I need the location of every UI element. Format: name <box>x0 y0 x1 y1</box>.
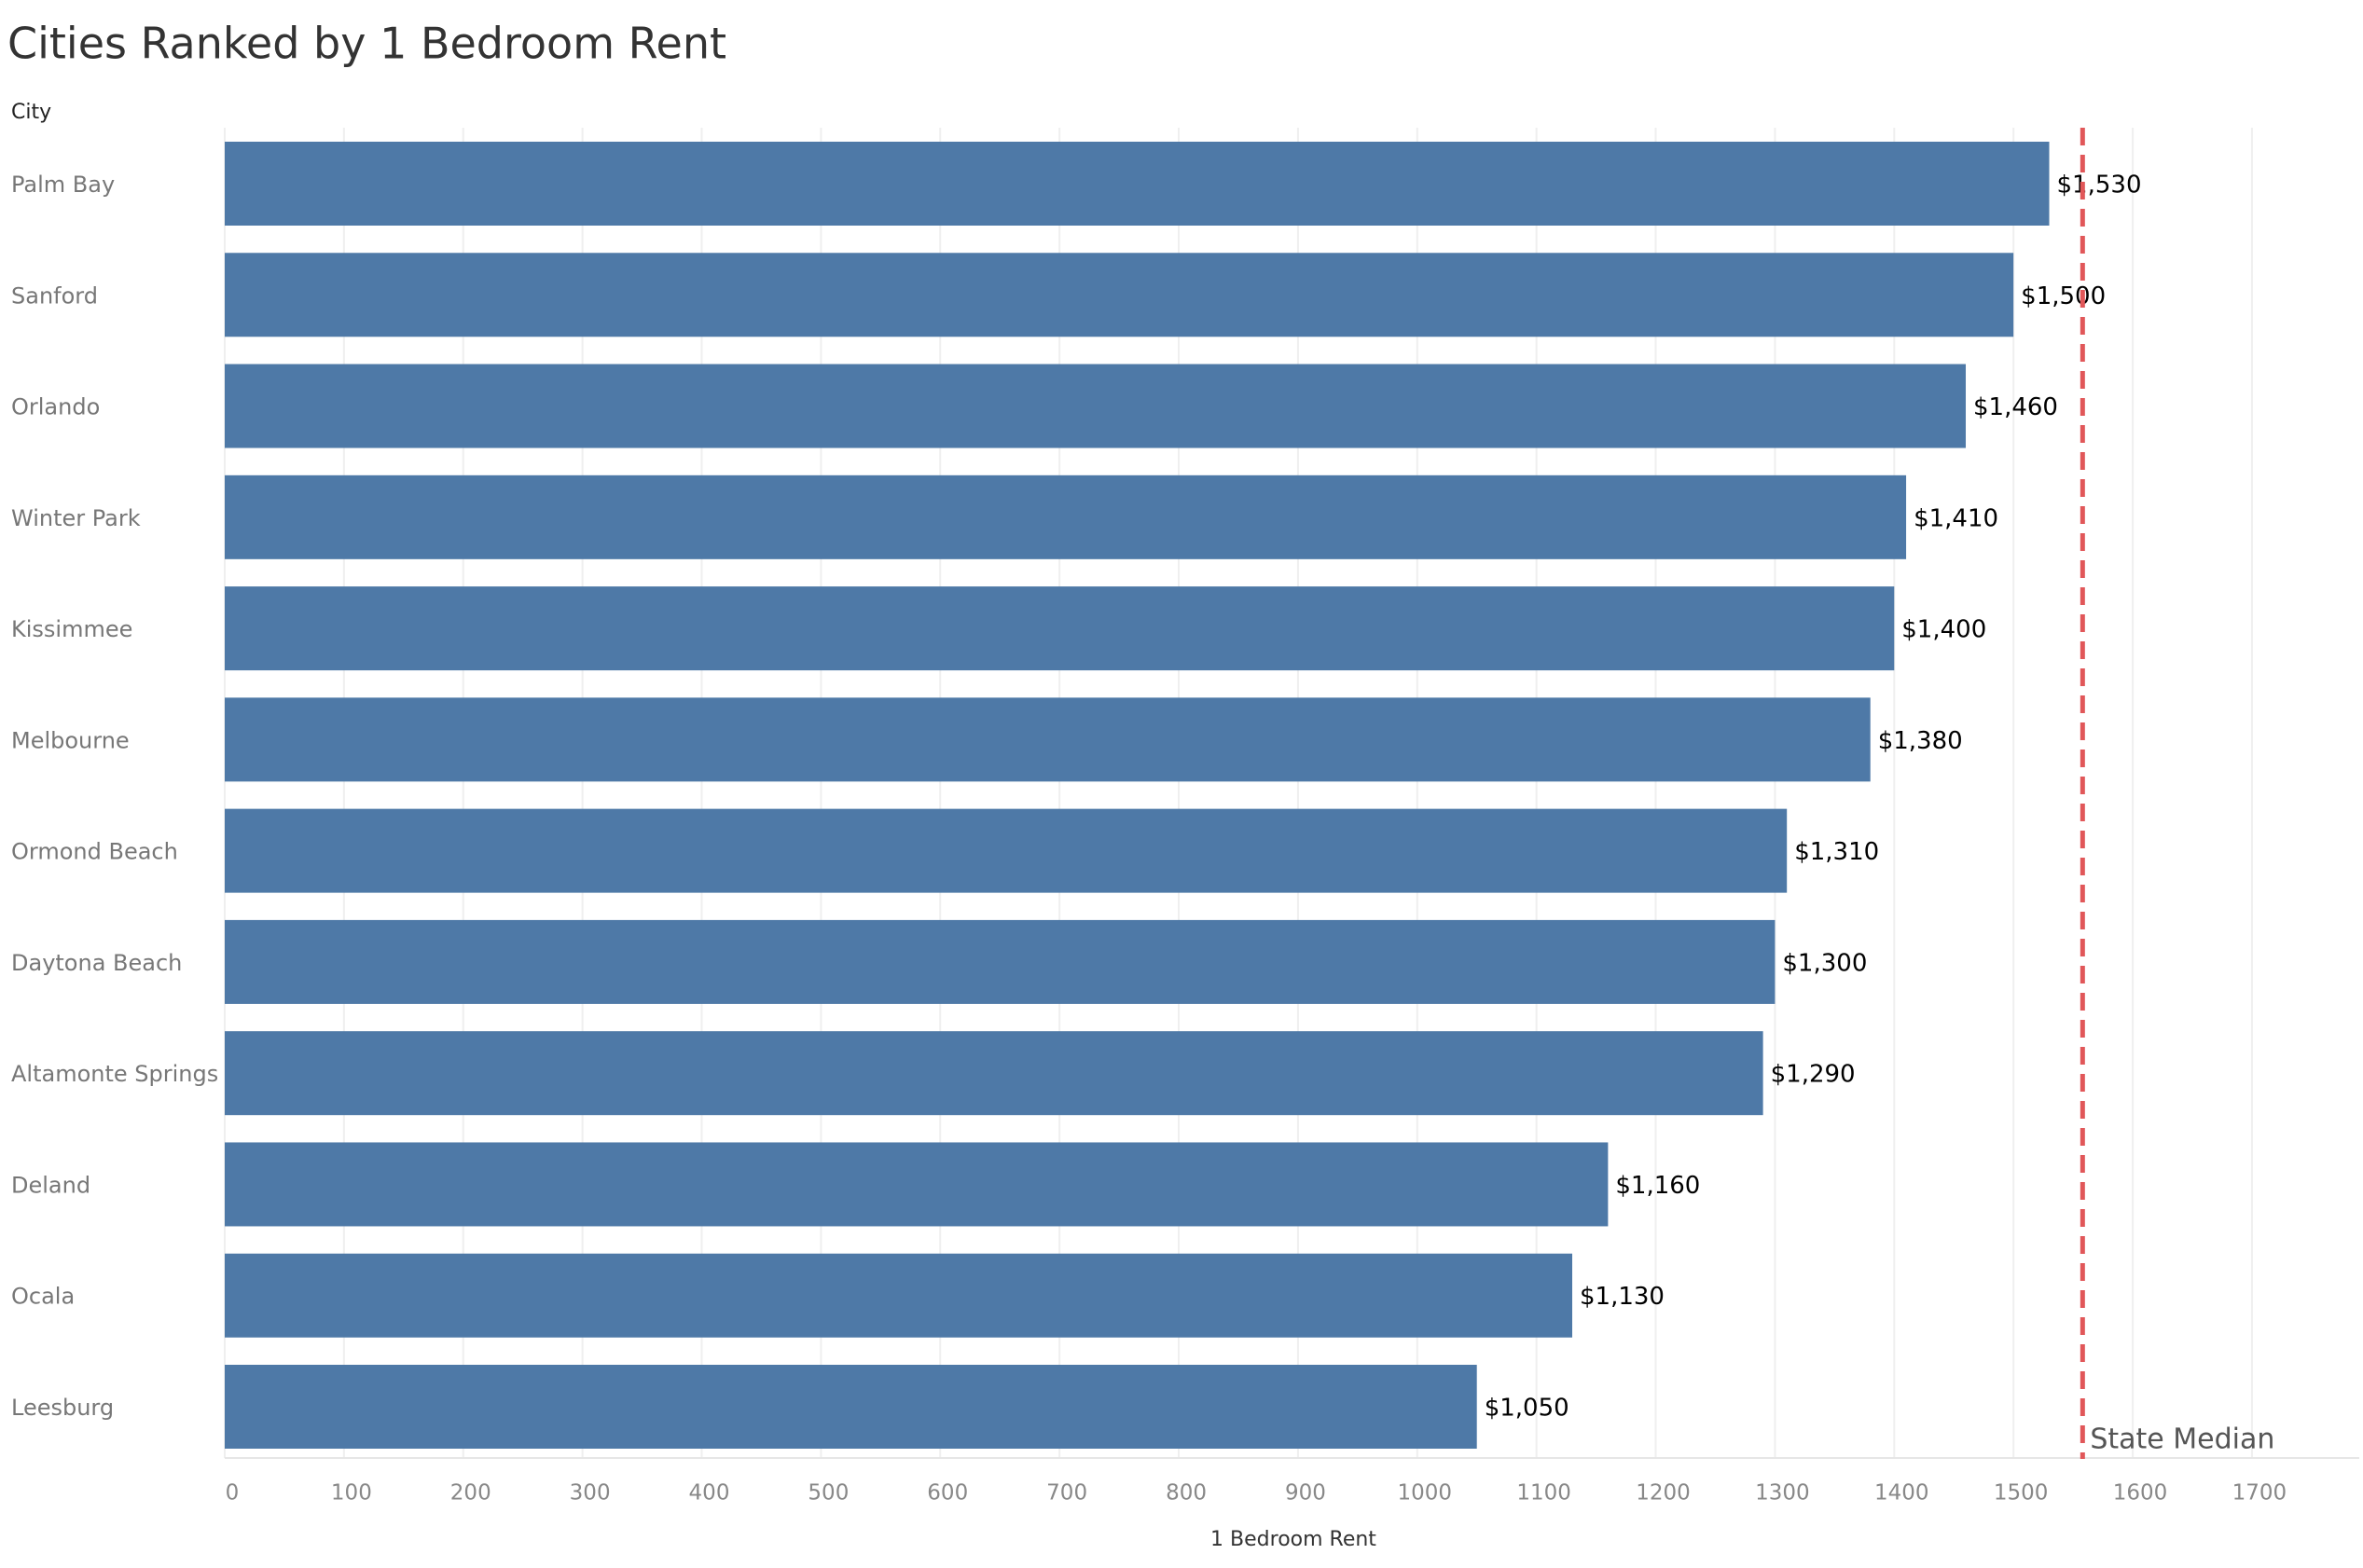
x-tick-label: 1000 <box>1397 1481 1452 1506</box>
x-axis-label: 1 Bedroom Rent <box>1210 1528 1376 1551</box>
value-label: $1,500 <box>2021 282 2106 310</box>
bar <box>225 586 1895 671</box>
y-tick-label: Melbourne <box>11 727 130 753</box>
x-tick-label: 700 <box>1046 1481 1087 1506</box>
x-tick-label: 600 <box>927 1481 968 1506</box>
x-tick-label: 900 <box>1285 1481 1326 1506</box>
x-tick-label: 1100 <box>1516 1481 1571 1506</box>
y-tick-label: Ocala <box>11 1284 75 1310</box>
y-tick-label: Kissimmee <box>11 616 132 642</box>
bar <box>225 1142 1609 1227</box>
value-label: $1,400 <box>1901 616 1986 644</box>
value-label: $1,380 <box>1878 727 1963 755</box>
y-axis-label: City <box>11 101 51 124</box>
y-tick-label: Deland <box>11 1172 90 1198</box>
chart-title: Cities Ranked by 1 Bedroom Rent <box>7 19 726 69</box>
value-label: $1,290 <box>1771 1061 1856 1089</box>
y-tick-label: Leesburg <box>11 1395 114 1421</box>
reference-label: State Median <box>2090 1424 2274 1456</box>
y-tick-label: Ormond Beach <box>11 839 178 865</box>
y-tick-label: Palm Bay <box>11 172 115 198</box>
value-label: $1,310 <box>1794 838 1879 866</box>
x-tick-label: 1500 <box>1994 1481 2049 1506</box>
bar <box>225 697 1871 782</box>
y-tick-label: Sanford <box>11 282 98 309</box>
bar <box>225 364 1967 448</box>
bar <box>225 1365 1477 1449</box>
value-label: $1,410 <box>1914 504 1998 532</box>
bar <box>225 808 1788 893</box>
x-tick-label: 1300 <box>1755 1481 1810 1506</box>
x-tick-label: 100 <box>331 1481 372 1506</box>
x-tick-label: 300 <box>570 1481 611 1506</box>
value-label: $1,300 <box>1782 949 1867 977</box>
x-tick-label: 1700 <box>2232 1481 2287 1506</box>
x-tick-label: 0 <box>226 1481 240 1506</box>
y-tick-label: Orlando <box>11 394 100 420</box>
x-tick-label: 400 <box>689 1481 730 1506</box>
y-tick-label: Daytona Beach <box>11 950 182 976</box>
value-label: $1,460 <box>1973 393 2058 421</box>
value-label: $1,530 <box>2057 172 2142 199</box>
x-tick-label: 1200 <box>1636 1481 1691 1506</box>
value-label: $1,130 <box>1580 1283 1665 1311</box>
value-label: $1,160 <box>1615 1172 1700 1200</box>
x-tick-label: 800 <box>1166 1481 1207 1506</box>
y-tick-label: Winter Park <box>11 505 141 531</box>
y-tick-label: Altamonte Springs <box>11 1061 218 1087</box>
bar <box>225 253 2014 337</box>
x-tick-label: 200 <box>450 1481 491 1506</box>
x-tick-label: 1600 <box>2113 1481 2168 1506</box>
value-label: $1,050 <box>1485 1395 1569 1423</box>
x-tick-label: 1400 <box>1874 1481 1929 1506</box>
bar <box>225 1253 1573 1338</box>
bar <box>225 475 1907 559</box>
bar <box>225 919 1776 1004</box>
bar <box>225 142 2050 226</box>
bar <box>225 1031 1763 1116</box>
x-tick-label: 500 <box>808 1481 849 1506</box>
